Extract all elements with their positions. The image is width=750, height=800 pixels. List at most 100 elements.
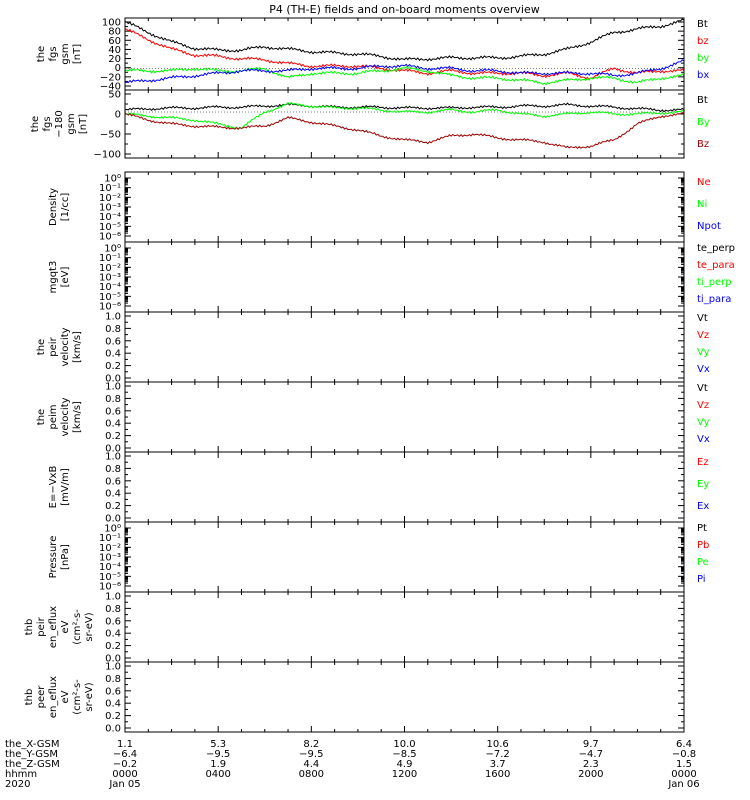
ylabel-line: the xyxy=(36,409,47,425)
figure-title: P4 (TH-E) fields and on-board moments ov… xyxy=(269,3,540,16)
ytick-label: 0.4 xyxy=(105,419,121,430)
ytick-label: 10⁻⁶ xyxy=(99,582,121,593)
ylabel-line: fgs xyxy=(42,116,53,131)
xaxis-row-label: hhmm xyxy=(5,769,37,780)
ylabel-line: eV xyxy=(60,620,71,633)
legend-te_para: te_para xyxy=(697,260,735,271)
ytick-label: −100 xyxy=(94,150,121,161)
ytick-label: 0.6 xyxy=(105,406,121,417)
series-Bt xyxy=(124,102,685,113)
ytick-label: 100 xyxy=(102,18,121,29)
ylabel-line: [nT] xyxy=(78,114,89,134)
ytick-label: 10⁻⁴ xyxy=(99,212,121,223)
ytick-label: 0.2 xyxy=(105,641,121,652)
xtick-label: 2.3 xyxy=(583,759,599,770)
ylabel-line: [nPa] xyxy=(60,544,71,570)
ylabel-line: peir xyxy=(36,616,47,636)
ytick-label: 10⁻² xyxy=(99,543,121,554)
ytick-label: 0.8 xyxy=(105,324,121,335)
xtick-label: 1.1 xyxy=(117,739,133,750)
ytick-label: 10⁻⁵ xyxy=(99,572,121,583)
xtick-label: 8.2 xyxy=(303,739,319,750)
ytick-label: 10⁻³ xyxy=(99,203,121,214)
legend-By: By xyxy=(697,117,710,128)
ylabel-line: peir xyxy=(48,336,59,356)
ytick-label: 10⁻⁶ xyxy=(99,302,121,313)
xaxis-row-the_Y-GSM: the_Y-GSM −6.4 −9.5 −9.5 −8.5 −7.2 −4.7 −0.8 xyxy=(5,749,696,760)
panel-frame xyxy=(124,171,685,243)
ylabel-line: the xyxy=(36,339,47,355)
xtick-label: 0000 xyxy=(112,769,137,780)
xaxis-row-label: the_Y-GSM xyxy=(5,749,58,760)
legend-Vz: Vz xyxy=(697,400,709,411)
ytick-label: 0.8 xyxy=(105,394,121,405)
ytick-label: 0.8 xyxy=(105,464,121,475)
ylabel-line: velocity xyxy=(60,397,71,436)
xtick-label: −7.2 xyxy=(486,749,510,760)
legend-te_perp: te_perp xyxy=(697,243,735,254)
xtick-label: 0000 xyxy=(671,769,696,780)
panel-efield: 1.00.80.6 0.40.2 0.0 E=−VxB [mV/m] Ez Ey Ex xyxy=(48,451,709,525)
legend-Vx: Vx xyxy=(697,364,710,375)
ytick-label: 60 xyxy=(108,36,121,47)
legend-ti_perp: ti_perp xyxy=(697,277,732,288)
panel-peef: 1.00.80.6 0.40.2 0.0 thb peir en_eflux eV (cm²-… xyxy=(24,591,685,665)
legend-Bt: Bt xyxy=(697,95,708,106)
ylabel-line: velocity xyxy=(60,327,71,366)
legend-Vt: Vt xyxy=(697,313,708,324)
panel-frame xyxy=(124,451,685,523)
ylabel-line: −180 xyxy=(54,110,65,137)
ytick-label: 0.0 xyxy=(105,654,121,665)
ytick-label: 10⁻² xyxy=(99,263,121,274)
xtick-label: 3.7 xyxy=(490,759,506,770)
xtick-label: 10.6 xyxy=(487,739,509,750)
legend-Vy: Vy xyxy=(697,417,710,428)
xtick-label: 1600 xyxy=(485,769,510,780)
ytick-label: 0.4 xyxy=(105,629,121,640)
legend-Vy: Vy xyxy=(697,347,710,358)
panel-frame xyxy=(124,381,685,453)
series-Bt xyxy=(124,18,685,62)
ylabel-line: the xyxy=(30,116,41,132)
ylabel-line: (cm²-s- xyxy=(72,609,83,645)
ylabel-line: the xyxy=(36,46,47,62)
xtick-label: 1.9 xyxy=(210,759,226,770)
ytick-label: 0 xyxy=(115,63,121,74)
ylabel-line: [1/cc] xyxy=(60,193,71,222)
ylabel-line: peim xyxy=(48,404,59,429)
ylabel-line: gsm xyxy=(66,113,77,134)
xtick-label: −9.5 xyxy=(299,749,323,760)
ytick-label: 0.8 xyxy=(105,674,121,685)
panel-fgs-dsl: 50 0 −50 −100 the fgs −180 gsm [nT] Bt By Bz xyxy=(30,89,710,161)
ylabel-line: E=−VxB xyxy=(48,466,59,509)
legend-Ne: Ne xyxy=(697,177,711,188)
ytick-label: 10⁻¹ xyxy=(99,183,121,194)
ytick-label: 10⁻⁴ xyxy=(99,282,121,293)
legend-Bt: Bt xyxy=(697,19,708,30)
ylabel-line: [km/s] xyxy=(72,331,83,363)
ytick-label: 0.4 xyxy=(105,349,121,360)
ytick-label: 0.2 xyxy=(105,711,121,722)
panel-frame xyxy=(124,311,685,383)
ytick-label: 10⁻¹ xyxy=(99,253,121,264)
ylabel-line: Pressure xyxy=(48,536,59,579)
legend-Pe: Pe xyxy=(697,557,709,568)
ylabel-line: eV xyxy=(60,690,71,703)
series-Bz xyxy=(124,111,685,150)
xtick-label: −8.5 xyxy=(392,749,416,760)
ytick-label: 1.0 xyxy=(105,662,121,673)
legend-bx: bx xyxy=(697,70,709,81)
ytick-label: 0.6 xyxy=(105,336,121,347)
ylabel-line: thb xyxy=(24,689,35,706)
ylabel-line: fgs xyxy=(48,46,59,61)
xtick-label: 0400 xyxy=(205,769,230,780)
xtick-label: −6.4 xyxy=(113,749,137,760)
series-By xyxy=(124,101,685,130)
legend-Ex: Ex xyxy=(697,501,709,512)
legend-Vz: Vz xyxy=(697,330,709,341)
legend-Pi: Pi xyxy=(697,574,706,585)
panel-frame xyxy=(124,89,685,159)
